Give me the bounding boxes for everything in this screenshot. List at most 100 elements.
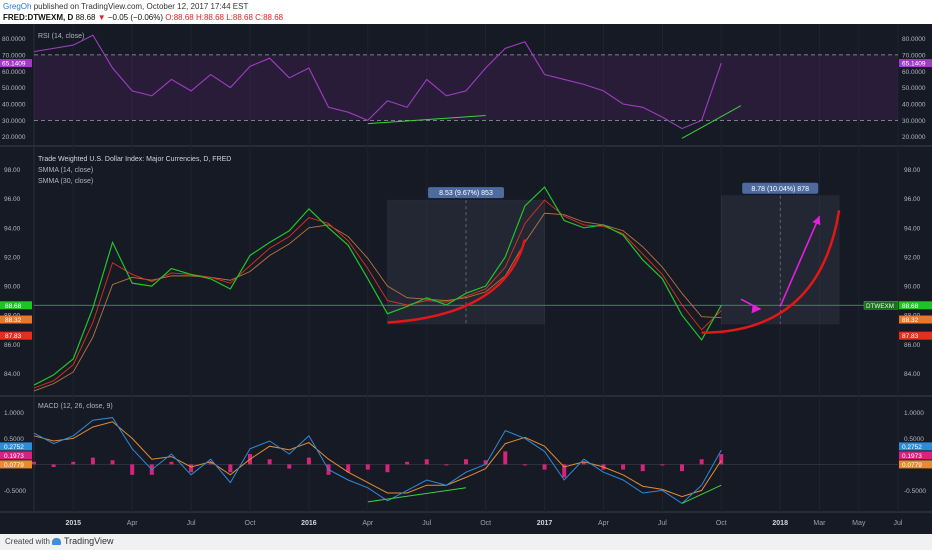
macd-histogram-bar bbox=[365, 464, 370, 470]
chart-area[interactable]: 80.0000 80.0000 70.0000 70.0000 60.0000 60.00… bbox=[0, 24, 932, 534]
rsi-tick-right: 30.0000 bbox=[902, 118, 926, 125]
macd-macd-badge-left-label: 0.2752 bbox=[4, 444, 24, 451]
macd-tick-left: 0.5000 bbox=[4, 436, 24, 443]
macd-histogram-bar bbox=[542, 464, 547, 470]
price-tick-right: 86.00 bbox=[904, 342, 921, 349]
last-price: 88.68 bbox=[75, 13, 96, 22]
smma30-legend: SMMA (30, close) bbox=[38, 178, 93, 185]
time-tick-label: 2017 bbox=[537, 520, 553, 527]
red-curve-1 bbox=[387, 239, 527, 324]
macd-histogram-bar bbox=[130, 464, 135, 475]
macd-histogram-bar bbox=[424, 459, 429, 465]
time-tick-label: Oct bbox=[716, 520, 727, 527]
author-link[interactable]: GregOh bbox=[3, 2, 32, 11]
macd-histogram-bar bbox=[306, 457, 311, 465]
published-text: published on TradingView.com, October 12… bbox=[31, 2, 249, 11]
price-tick-left: 84.00 bbox=[4, 371, 21, 378]
macd-histogram-bar bbox=[90, 457, 95, 465]
macd-hist-badge-right-label: 0.1973 bbox=[902, 453, 922, 460]
macd-tick-right: -0.5000 bbox=[904, 488, 926, 495]
macd-histogram-bar bbox=[287, 464, 292, 469]
macd-hist-badge-left bbox=[0, 451, 32, 460]
footer: Created with TradingView bbox=[0, 534, 932, 550]
measure-label: 8.53 (9.67%) 853 bbox=[439, 190, 493, 197]
rsi-tick-right: 70.0000 bbox=[902, 52, 926, 59]
time-tick-label: 2018 bbox=[772, 520, 788, 527]
time-tick-label: 2015 bbox=[65, 520, 81, 527]
macd-histogram-bar bbox=[71, 461, 76, 465]
macd-tick-left: 1.0000 bbox=[4, 410, 24, 417]
rsi-line bbox=[33, 34, 722, 130]
down-arrow-icon: ▼ bbox=[97, 13, 106, 22]
price-tick-right: 90.00 bbox=[904, 284, 921, 291]
time-tick-label: Apr bbox=[598, 520, 610, 527]
rsi-tick-right: 20.0000 bbox=[902, 134, 926, 141]
rsi-tick-left: 50.0000 bbox=[2, 85, 26, 92]
tradingview-logo-icon bbox=[52, 538, 61, 545]
magenta-arrowhead-2 bbox=[812, 216, 821, 226]
macd-macd-badge-left bbox=[0, 442, 32, 451]
chart-svg[interactable]: 80.0000 80.0000 70.0000 70.0000 60.0000 60.00… bbox=[0, 24, 932, 534]
macd-tick-left: -0.5000 bbox=[4, 488, 26, 495]
price-tick-left: 90.00 bbox=[4, 284, 21, 291]
macd-histogram-bar bbox=[464, 459, 468, 465]
macd-signal-badge-right bbox=[899, 460, 932, 469]
symbol-badge-label: DTWEXM bbox=[866, 303, 894, 310]
tradingview-brand[interactable]: TradingView bbox=[64, 536, 114, 546]
smma14-line bbox=[33, 199, 722, 389]
macd-histogram-bar bbox=[169, 461, 174, 465]
macd-histogram-bar bbox=[562, 464, 567, 478]
rsi-band bbox=[34, 54, 898, 121]
rsi-tick-right: 50.0000 bbox=[902, 85, 926, 92]
symbol-label: FRED:DTWEXM, D bbox=[3, 13, 74, 22]
smma14-badge-right bbox=[899, 315, 932, 324]
macd-histogram-bar bbox=[444, 464, 449, 466]
macd-histogram-bar bbox=[208, 461, 213, 465]
magenta-arrow-1 bbox=[740, 298, 761, 311]
chart-header: GregOh published on TradingView.com, Oct… bbox=[0, 0, 932, 24]
rsi-last-label-right: 65.1409 bbox=[902, 61, 926, 68]
price-tick-right: 84.00 bbox=[904, 371, 921, 378]
macd-histogram-bar bbox=[267, 459, 272, 465]
rsi-tick-left: 30.0000 bbox=[2, 118, 26, 125]
macd-signal-line bbox=[33, 421, 722, 498]
price-tick-left: 86.00 bbox=[4, 342, 21, 349]
measure-label: 8.78 (10.04%) 878 bbox=[751, 186, 809, 193]
macd-histogram-bar bbox=[228, 464, 233, 473]
macd-histogram-bar bbox=[32, 461, 36, 465]
macd-histogram-bar bbox=[483, 460, 488, 465]
macd-histogram-bar bbox=[680, 464, 684, 472]
rsi-tick-left: 60.0000 bbox=[2, 69, 26, 76]
macd-hist-badge-left-label: 0.1973 bbox=[4, 453, 24, 460]
created-with-text: Created with bbox=[5, 537, 50, 546]
rsi-legend: RSI (14, close) bbox=[38, 33, 84, 40]
macd-histogram-bar bbox=[581, 461, 586, 465]
macd-signal-badge-left bbox=[0, 460, 32, 469]
price-badge-left-label: 88.68 bbox=[5, 303, 22, 310]
rsi-tick-left: 40.0000 bbox=[2, 102, 26, 109]
macd-histogram-bar bbox=[189, 464, 194, 473]
price-tick-left: 98.00 bbox=[4, 167, 21, 174]
smma30-badge-left bbox=[0, 331, 32, 340]
magenta-arrowhead-1 bbox=[751, 305, 761, 314]
macd-macd-badge-right-label: 0.2752 bbox=[902, 444, 922, 451]
time-tick-label: Apr bbox=[127, 520, 139, 527]
time-tick-label: Jul bbox=[422, 520, 431, 527]
rsi-tick-left: 20.0000 bbox=[2, 134, 26, 141]
measure-label-bg bbox=[428, 187, 504, 199]
macd-signal-badge-right-label: 0.0779 bbox=[902, 462, 922, 469]
macd-histogram-bar bbox=[660, 464, 665, 466]
macd-histogram-bar bbox=[346, 464, 351, 473]
macd-histogram-bar bbox=[719, 454, 724, 465]
macd-histogram-bar bbox=[503, 451, 508, 465]
rsi-last-label-left: 65.1409 bbox=[2, 61, 26, 68]
smma30-badge-right bbox=[899, 331, 932, 340]
rsi-tick-right: 60.0000 bbox=[902, 69, 926, 76]
macd-divergence-line bbox=[367, 487, 467, 503]
rsi-last-badge-left bbox=[0, 59, 32, 68]
macd-histogram-bar bbox=[51, 464, 56, 467]
macd-hist-badge-right bbox=[899, 451, 932, 460]
rsi-tick-right: 80.0000 bbox=[902, 36, 926, 43]
macd-line bbox=[33, 417, 722, 505]
price-change: −0.05 (−0.06%) bbox=[107, 13, 164, 22]
